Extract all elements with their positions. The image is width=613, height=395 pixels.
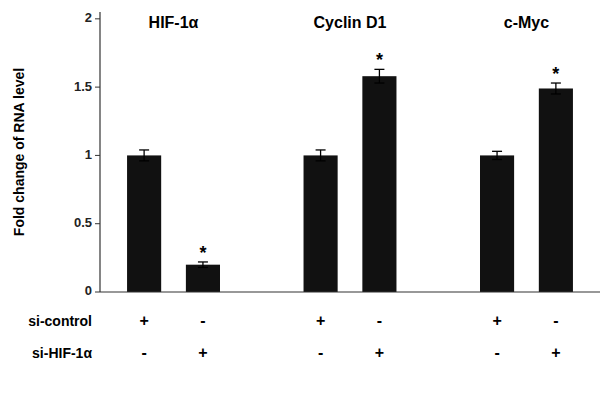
y-tick-label: 1.5 <box>74 79 92 94</box>
bar <box>127 155 161 292</box>
bar <box>186 265 220 292</box>
group-label: c-Myc <box>504 14 549 31</box>
error-cap <box>139 149 149 150</box>
row-sign: - <box>318 344 323 361</box>
y-tick <box>95 87 100 88</box>
error-line <box>379 69 380 83</box>
error-line <box>320 150 321 161</box>
chart: * * * HIF-1α Cyclin D1 c-Myc 0 0.5 1 1.5 2 Fold cha… <box>0 0 613 395</box>
error-line <box>143 150 144 161</box>
significance-mark: * <box>199 243 206 263</box>
y-axis-label: Fold change of RNA level <box>11 68 27 236</box>
error-bar <box>316 150 326 161</box>
error-cap <box>316 160 326 161</box>
row-sign: + <box>316 312 325 329</box>
y-tick-label: 1 <box>85 147 92 162</box>
error-cap <box>492 159 502 160</box>
y-tick <box>95 18 100 19</box>
row-label: si-HIF-1α <box>32 345 92 361</box>
significance-mark: * <box>552 64 559 84</box>
row-sign: + <box>492 312 501 329</box>
y-tick <box>95 155 100 156</box>
error-cap <box>492 151 502 152</box>
row-label: si-control <box>28 313 92 329</box>
row-sign: - <box>494 344 499 361</box>
significance-mark: * <box>376 50 383 70</box>
group-label: HIF-1α <box>149 14 199 31</box>
bar <box>304 155 338 292</box>
bar <box>362 76 396 292</box>
error-cap <box>551 93 561 94</box>
error-bar <box>374 69 384 83</box>
error-line <box>496 151 497 159</box>
y-tick-label: 2 <box>85 10 92 25</box>
error-cap <box>198 267 208 268</box>
row-sign: - <box>141 344 146 361</box>
y-tick <box>95 292 100 293</box>
row-sign: + <box>375 344 384 361</box>
row-sign: - <box>553 312 558 329</box>
row-sign: + <box>551 344 560 361</box>
error-cap <box>139 160 149 161</box>
error-line <box>555 83 556 94</box>
bar <box>539 88 573 292</box>
x-axis <box>100 291 600 292</box>
error-cap <box>374 82 384 83</box>
row-sign: + <box>198 344 207 361</box>
bars <box>127 69 573 292</box>
row-sign: - <box>377 312 382 329</box>
y-axis <box>99 12 100 292</box>
y-tick-label: 0.5 <box>74 215 92 230</box>
error-bar <box>139 150 149 161</box>
y-tick-label: 0 <box>85 283 92 298</box>
error-cap <box>316 149 326 150</box>
error-bar <box>551 83 561 94</box>
y-tick <box>95 223 100 224</box>
error-bar <box>492 151 502 159</box>
bar <box>480 155 514 292</box>
row-sign: + <box>139 312 148 329</box>
row-sign: - <box>200 312 205 329</box>
group-label: Cyclin D1 <box>314 14 387 31</box>
